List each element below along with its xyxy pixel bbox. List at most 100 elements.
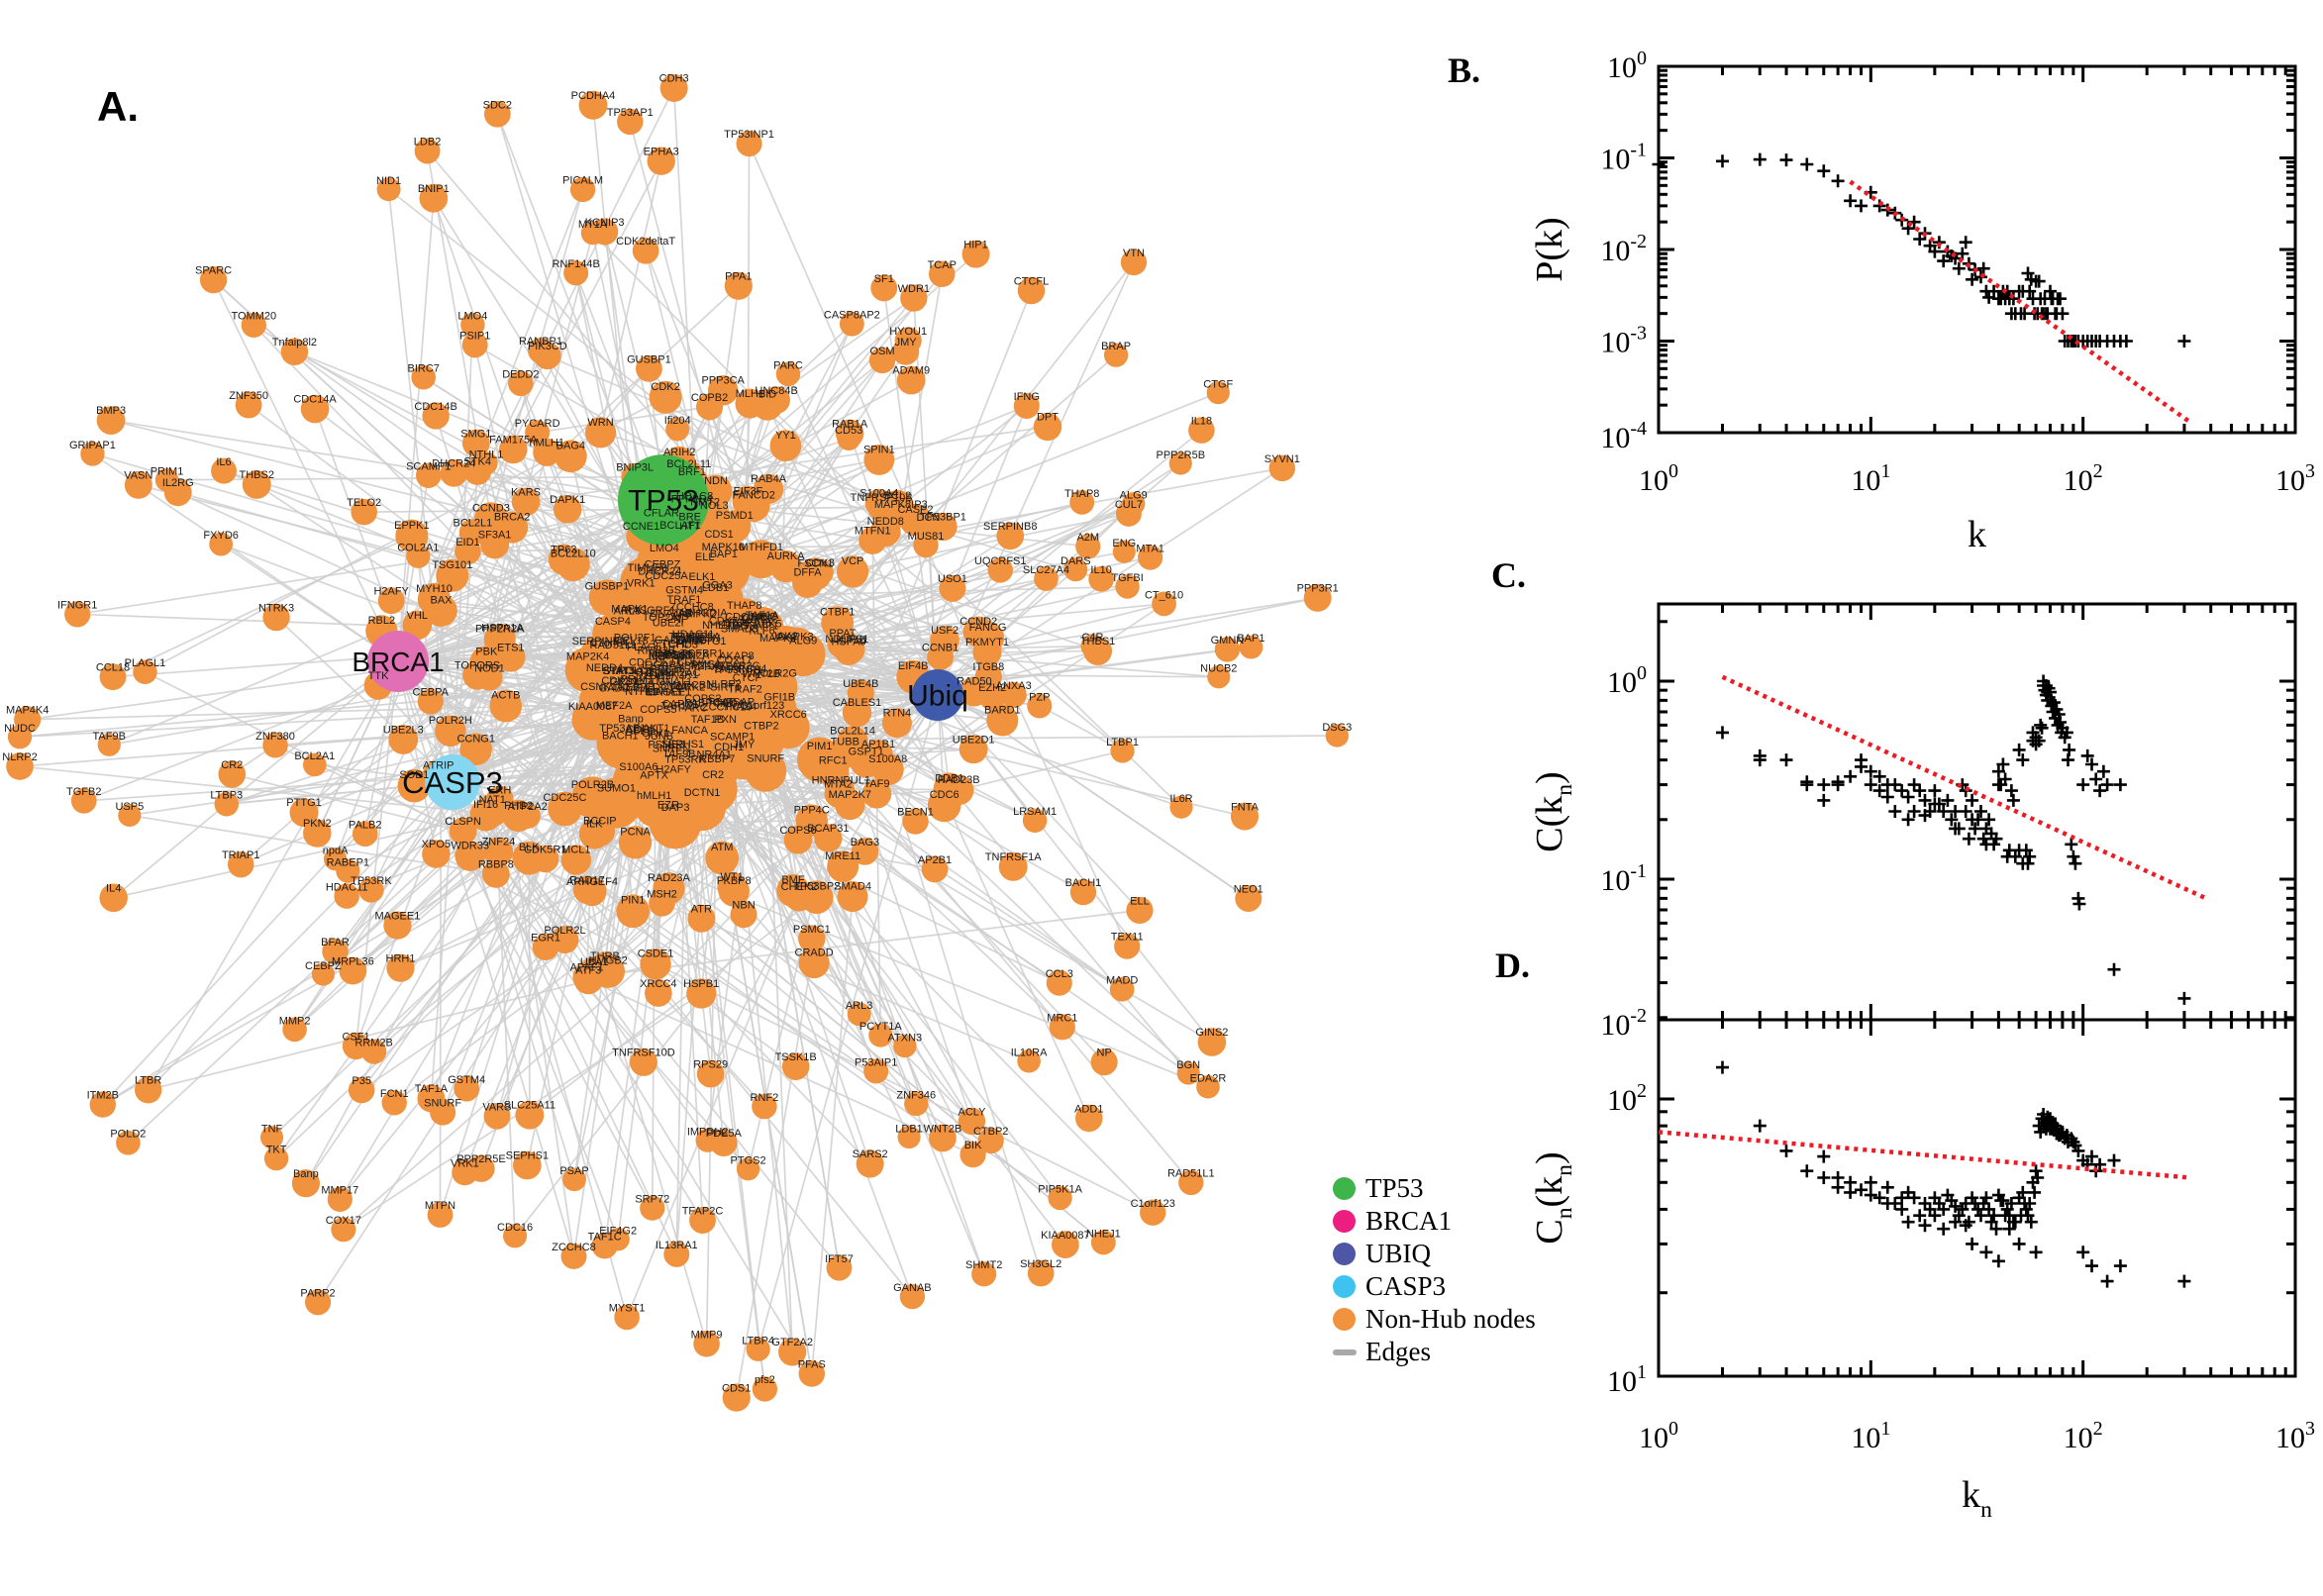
network-node-label: PPP2R2A bbox=[475, 624, 525, 636]
network-node bbox=[259, 1126, 284, 1149]
network-node-label: GSPT1 bbox=[849, 747, 884, 758]
network-node-label: CDK7 bbox=[709, 615, 738, 627]
network-node-label: BCLAF1 bbox=[659, 520, 701, 532]
network-node-label: TAF9 bbox=[863, 778, 889, 790]
network-node bbox=[1169, 795, 1193, 819]
network-node-label: SERPINB9 bbox=[572, 636, 626, 648]
network-node-label: TAF1A bbox=[415, 1083, 449, 1095]
network-node-label: C4R bbox=[1081, 632, 1103, 644]
network-node-label: MAPK10 bbox=[702, 542, 745, 553]
axis-tick-label: 101 bbox=[1851, 1418, 1890, 1454]
network-node-label: PICALM bbox=[562, 175, 603, 187]
network-node-label: HSPA9 bbox=[831, 637, 865, 648]
network-node-label: WNT2B bbox=[924, 1123, 962, 1135]
network-node bbox=[489, 689, 523, 723]
network-node bbox=[1052, 1231, 1079, 1258]
network-node-label: SLC25A11 bbox=[504, 1100, 556, 1112]
network-node bbox=[511, 487, 541, 517]
network-node-label: MTA1 bbox=[1136, 543, 1164, 554]
network-node bbox=[235, 391, 262, 419]
network-node-label: GUSBP1 bbox=[627, 353, 671, 365]
network-node-label: NHEJ1 bbox=[1086, 1228, 1121, 1240]
network-node-label: CDH1 bbox=[714, 742, 744, 753]
legend-item: BRCA1 bbox=[1333, 1205, 1536, 1238]
network-node-label: EZR bbox=[657, 800, 679, 812]
network-node-label: MRPL36 bbox=[332, 955, 374, 967]
network-node-label: XRCC4 bbox=[640, 978, 676, 990]
network-node-label: ARL3 bbox=[846, 1000, 873, 1012]
network-node bbox=[97, 733, 121, 756]
network-node bbox=[133, 659, 157, 684]
network-node-label: POLR2H bbox=[429, 715, 472, 727]
network-node-label: EPHA3 bbox=[644, 146, 679, 157]
network-node-label: SNURF bbox=[424, 1098, 461, 1110]
network-node-label: MYH10 bbox=[416, 583, 453, 595]
network-node bbox=[863, 1058, 889, 1084]
network-node-label: MAP3K5 bbox=[649, 649, 691, 661]
network-node bbox=[659, 73, 688, 102]
network-node bbox=[436, 558, 469, 592]
network-node-label: JAK2 bbox=[771, 631, 797, 643]
network-node bbox=[839, 311, 864, 337]
network-node bbox=[485, 785, 514, 814]
network-node bbox=[1109, 976, 1135, 1002]
network-node-label: WDR33 bbox=[451, 841, 489, 852]
network-node-label: SH3GL2 bbox=[1020, 1258, 1061, 1270]
network-node bbox=[199, 265, 228, 294]
network-node-label: BACH1 bbox=[1065, 877, 1102, 889]
network-node bbox=[705, 841, 740, 875]
network-node-label: MTA2 bbox=[824, 779, 853, 791]
node-swatch-icon bbox=[1333, 1275, 1356, 1298]
network-node-label: STAT5A bbox=[603, 665, 644, 677]
network-node-label: RNF144B bbox=[552, 258, 599, 270]
network-node bbox=[532, 846, 559, 873]
network-node-label: USO1 bbox=[938, 573, 967, 585]
network-node bbox=[1235, 885, 1262, 913]
network-node-label: POU2F1 bbox=[614, 632, 656, 644]
network-node bbox=[987, 557, 1013, 583]
network-node-label: C1orf123 bbox=[1131, 1198, 1175, 1210]
network-node bbox=[70, 788, 97, 814]
network-node bbox=[686, 549, 724, 587]
network-node-label: PIP5K1A bbox=[1038, 1183, 1082, 1195]
axis-tick-label: 10-1 bbox=[1600, 860, 1647, 897]
network-node-label: RFC1 bbox=[819, 754, 848, 766]
network-node-label: AP1B1 bbox=[861, 739, 895, 750]
network-node-label: PPP3CA bbox=[701, 374, 745, 386]
network-node bbox=[454, 841, 485, 871]
network-node-label: ZNF380 bbox=[255, 731, 295, 743]
network-node-label: CDC25C bbox=[543, 792, 586, 804]
network-node-label: TGFBR1 bbox=[680, 648, 723, 660]
network-node-label: XRCC6 bbox=[770, 709, 807, 721]
network-node-label: CDC5L bbox=[626, 724, 661, 736]
network-node-label: YY1 bbox=[775, 430, 796, 442]
network-node-label: FSCN1 bbox=[797, 557, 833, 569]
network-node bbox=[929, 1124, 957, 1152]
network-node-label: PPP3R1 bbox=[1297, 583, 1339, 595]
axis-title: kn bbox=[1962, 1474, 1992, 1523]
scatter-points bbox=[1652, 152, 2191, 348]
network-node bbox=[440, 459, 468, 487]
network-node bbox=[1206, 381, 1230, 405]
network-node-label: BGN bbox=[1176, 1059, 1200, 1071]
network-node bbox=[351, 498, 377, 526]
network-node-label: H2AFY bbox=[373, 586, 409, 598]
network-node-label: MLH1 bbox=[736, 388, 764, 400]
network-node-label: PXN bbox=[714, 714, 737, 726]
network-node bbox=[14, 706, 42, 734]
network-node bbox=[417, 582, 452, 617]
network-node bbox=[1140, 1199, 1166, 1226]
network-node-label: ATP2A2 bbox=[508, 801, 548, 813]
network-node-label: PYCARD bbox=[515, 418, 560, 430]
network-node-label: UBA1 bbox=[580, 956, 609, 968]
network-node bbox=[1168, 451, 1192, 475]
network-node-label: ADAM9 bbox=[892, 365, 930, 377]
network-node-label: ILK bbox=[586, 818, 603, 830]
network-node-label: RAB1A bbox=[832, 418, 868, 430]
network-node-label: SYVN1 bbox=[1264, 453, 1300, 465]
network-node-label: LDB1 bbox=[895, 1123, 923, 1135]
network-node bbox=[778, 1338, 807, 1366]
network-node-label: MEF2A bbox=[596, 700, 633, 712]
network-node bbox=[422, 840, 451, 868]
network-node-label: NAT1 bbox=[479, 794, 506, 806]
